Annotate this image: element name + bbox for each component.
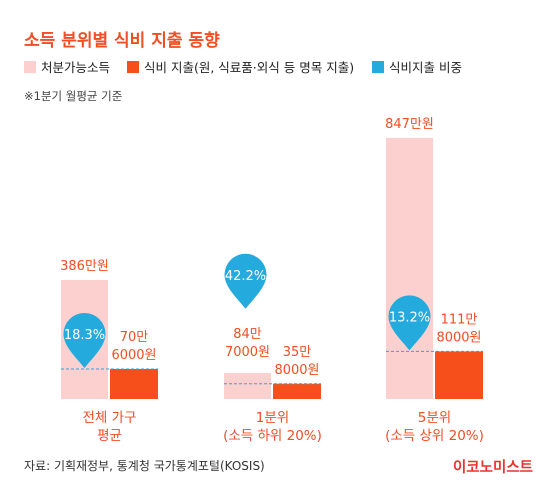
income-value-label: 847만원 [385,117,434,132]
food-bar [435,351,483,399]
income-value-label: 84만 7000원 [225,327,270,360]
food-bar [273,383,321,399]
chart-marks: 386만원 70만 6000원 18.3% 전체 가구 평균 84만 7000원 35만 8000… [60,117,484,444]
legend-swatch-ratio [372,61,384,73]
food-value-label: 111만 8000원 [436,312,481,345]
legend-swatch-income [24,61,36,73]
food-bar [110,368,158,399]
footnote: ※1분기 월평균 기준 [24,89,122,103]
source-text: 자료: 기획재정부, 통계청 국가통계포털(KOSIS) [24,459,265,473]
share-value-label: 18.3% [64,328,105,343]
income-bar [386,137,433,399]
legend-label-ratio: 식비지출 비중 [389,60,462,75]
income-bar [224,372,271,399]
share-value-label: 42.2% [225,269,266,284]
legend-swatch-food [127,61,139,73]
category-label: 전체 가구 평균 [83,410,137,444]
share-value-label: 13.2% [389,310,430,325]
brand-logo: 이코노미스트 [453,459,533,476]
share-pin [224,253,267,309]
food-value-label: 35만 8000원 [274,345,319,378]
category-label: 1분위 (소득 하위 20%) [223,410,322,444]
legend-label-income: 처분가능소득 [41,60,110,75]
income-value-label: 386만원 [60,259,109,274]
share-pin [63,312,106,368]
chart-title: 소득 분위별 식비 지출 동향 [24,30,220,51]
legend-label-food: 식비 지출(원, 식료품·외식 등 명목 지출) [144,60,354,75]
legend: 처분가능소득 식비 지출(원, 식료품·외식 등 명목 지출) 식비지출 비중 [24,60,462,75]
category-label: 5분위 (소득 상위 20%) [385,410,484,444]
food-value-label: 70만 6000원 [111,330,156,363]
share-pin [388,295,431,351]
